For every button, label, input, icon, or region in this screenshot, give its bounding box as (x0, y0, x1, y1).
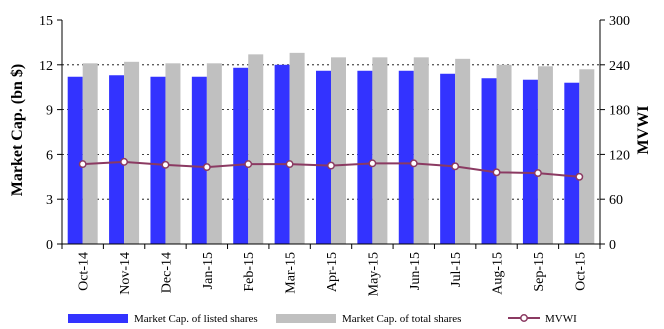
mvwi-point (409, 159, 418, 168)
legend-swatch-mvwi-marker (520, 314, 528, 322)
x-tick-label: Apr-15 (325, 252, 340, 292)
x-tick-label: Jul-15 (449, 252, 464, 287)
tick-labels: 0 3 6 9 12 15 0 60 120 180 240 300 Oct-14 Nov-14 Dec-1… (39, 14, 630, 296)
right-tick-label: 60 (609, 193, 623, 208)
bar-total-shares (331, 57, 346, 245)
mvwi-point (285, 160, 294, 169)
mvwi-point (451, 162, 460, 171)
mvwi-point (120, 157, 129, 166)
legend-label-listed-shares: Market Cap. of listed shares (134, 313, 258, 325)
mvwi-point (368, 159, 377, 168)
bar-total-shares (579, 69, 595, 244)
mvwi-point (575, 172, 584, 181)
bar-total-shares (124, 61, 140, 245)
bar-listed-shares (357, 70, 373, 244)
x-tick-label: May-15 (366, 252, 381, 296)
bar-listed-shares (316, 70, 331, 244)
axes (57, 19, 605, 249)
bar-total-shares (206, 63, 222, 244)
right-tick-label: 300 (609, 14, 630, 29)
bar-listed-shares (150, 76, 166, 244)
bar-total-shares (455, 58, 471, 245)
legend-swatch-listed-shares (68, 314, 128, 323)
bar-listed-shares (274, 64, 290, 244)
left-tick-label: 0 (46, 238, 53, 253)
legend: Market Cap. of listed shares Market Cap. … (68, 313, 577, 325)
left-tick-label: 3 (46, 193, 53, 208)
bar-listed-shares (191, 76, 207, 244)
right-axis-title: MVWI (635, 106, 652, 155)
x-tick-label: Nov-14 (118, 252, 133, 295)
left-tick-label: 6 (46, 148, 53, 163)
left-tick-label: 9 (46, 104, 53, 119)
bar-total-shares (537, 66, 553, 244)
x-tick-label: Sep-15 (532, 252, 547, 292)
bars (67, 52, 595, 245)
mvwi-line (78, 157, 584, 181)
x-tick-label: Mar-15 (284, 252, 299, 294)
right-tick-label: 180 (609, 104, 630, 119)
left-tick-label: 15 (39, 14, 53, 29)
legend-label-mvwi: MVWI (545, 313, 577, 325)
x-tick-label: Aug-15 (491, 252, 506, 295)
right-tick-label: 0 (609, 238, 616, 253)
left-axis-title: Market Cap. (bn $) (9, 64, 26, 196)
bar-listed-shares (440, 73, 456, 244)
bar-listed-shares (398, 70, 414, 244)
mvwi-point (161, 160, 170, 169)
left-tick-label: 12 (39, 59, 53, 74)
bar-listed-shares (522, 79, 538, 244)
x-tick-label: Jan-15 (201, 252, 216, 289)
bar-listed-shares (67, 76, 83, 244)
mvwi-point (202, 163, 211, 172)
mvwi-point (244, 160, 253, 169)
x-tick-label: Jun-15 (408, 252, 423, 290)
x-tick-label: Oct-15 (573, 252, 588, 291)
mvwi-point (533, 169, 542, 178)
bar-listed-shares (481, 78, 497, 245)
bar-total-shares (248, 54, 264, 245)
mvwi-point (492, 168, 501, 177)
mvwi-point (78, 160, 87, 169)
legend-swatch-total-shares (276, 314, 336, 323)
bar-total-shares (496, 64, 512, 244)
bar-listed-shares (109, 75, 125, 245)
right-tick-label: 240 (609, 59, 630, 74)
bar-listed-shares (564, 82, 580, 244)
x-tick-label: Dec-14 (159, 252, 174, 293)
bar-total-shares (413, 57, 429, 245)
mvwi-point (327, 161, 335, 170)
legend-label-total-shares: Market Cap. of total shares (342, 313, 461, 325)
bar-total-shares (289, 52, 305, 244)
right-tick-label: 120 (609, 148, 630, 163)
bar-listed-shares (233, 67, 249, 244)
bar-total-shares (165, 63, 181, 244)
bar-total-shares (82, 63, 98, 244)
x-tick-label: Feb-15 (242, 252, 257, 292)
bar-total-shares (372, 57, 388, 245)
x-tick-label: Oct-14 (77, 252, 92, 291)
